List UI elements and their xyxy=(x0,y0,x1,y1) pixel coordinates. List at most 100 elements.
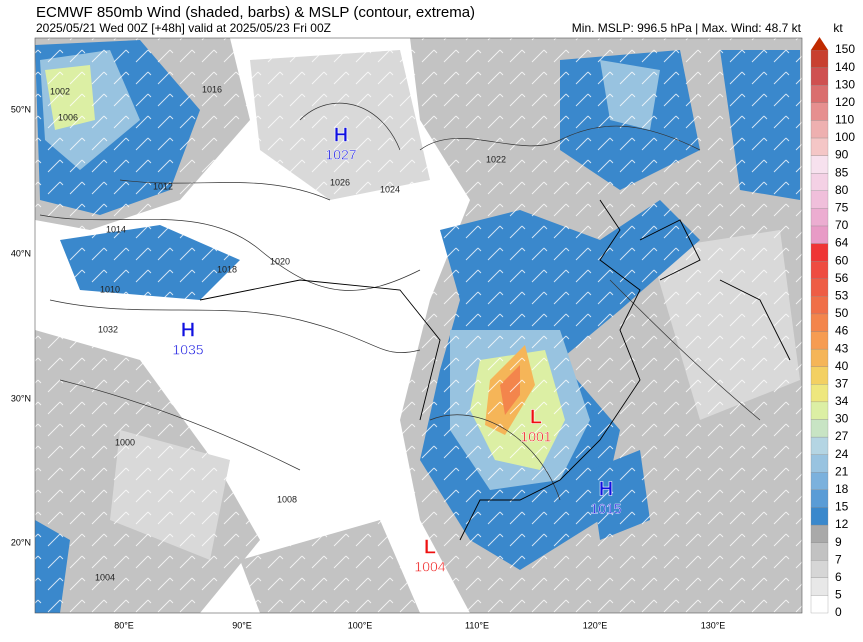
colorbar-label: 64 xyxy=(835,236,849,250)
colorbar-swatch xyxy=(810,85,829,103)
colorbar-swatch xyxy=(810,190,829,209)
colorbar-label: 46 xyxy=(835,324,849,338)
contour-label: 1004 xyxy=(95,572,115,582)
title: ECMWF 850mb Wind (shaded, barbs) & MSLP … xyxy=(36,4,475,21)
contour-label: 1012 xyxy=(153,181,173,191)
lon-label: 120°E xyxy=(583,620,608,630)
colorbar-label: 120 xyxy=(835,95,855,109)
contour-label: 1024 xyxy=(380,184,400,194)
colorbar-swatch xyxy=(810,384,829,403)
colorbar-swatch xyxy=(810,401,829,420)
lat-label: 20°N xyxy=(11,537,31,547)
colorbar-swatch xyxy=(810,278,829,297)
contour-label: 1010 xyxy=(100,284,120,294)
colorbar-swatch xyxy=(810,560,829,578)
colorbar-swatch xyxy=(810,243,829,262)
colorbar-swatch xyxy=(810,436,829,455)
colorbar-label: 6 xyxy=(835,570,842,584)
colorbar-label: 53 xyxy=(835,288,849,302)
colorbar-label: 100 xyxy=(835,130,855,144)
contour-label: 1018 xyxy=(217,264,237,274)
colorbar-swatch xyxy=(810,542,829,561)
colorbar-label: 7 xyxy=(835,552,842,566)
colorbar-label: 75 xyxy=(835,201,849,215)
extremum-letter: H xyxy=(181,319,195,341)
extremum-value: 1001 xyxy=(520,429,551,445)
colorbar-label: 80 xyxy=(835,183,849,197)
contour-label: 1002 xyxy=(50,86,70,96)
colorbar-swatch xyxy=(810,173,829,191)
colorbar-swatch xyxy=(810,577,829,596)
colorbar-label: 140 xyxy=(835,60,855,74)
colorbar-swatch xyxy=(810,313,829,332)
colorbar-swatch xyxy=(810,49,829,68)
extremum-value: 1015 xyxy=(590,501,621,517)
colorbar-swatch xyxy=(810,296,829,315)
colorbar-swatch xyxy=(810,67,829,86)
contour-label: 1026 xyxy=(330,177,350,187)
colorbar-label: 85 xyxy=(835,165,849,179)
colorbar-label: 30 xyxy=(835,412,849,426)
colorbar-label: 34 xyxy=(835,394,849,408)
colorbar-label: 110 xyxy=(835,113,854,127)
colorbar-label: 21 xyxy=(835,464,849,478)
colorbar-label: 50 xyxy=(835,306,849,320)
colorbar-label: 37 xyxy=(835,376,849,390)
lon-label: 100°E xyxy=(348,620,373,630)
colorbar-swatch xyxy=(810,454,829,473)
colorbar-label: 70 xyxy=(835,218,849,232)
colorbar-label: 18 xyxy=(835,482,849,496)
colorbar-swatch xyxy=(810,366,829,385)
overlay: 0567912151821242730343740434650535660647… xyxy=(11,21,855,630)
colorbar-extend xyxy=(811,37,828,50)
lon-label: 130°E xyxy=(701,620,726,630)
contour-label: 1020 xyxy=(270,256,290,266)
extremum-letter: L xyxy=(424,536,436,558)
colorbar-label: 24 xyxy=(835,447,849,461)
colorbar-swatch xyxy=(810,208,829,227)
lat-label: 50°N xyxy=(11,104,31,114)
colorbar-swatch xyxy=(810,348,829,367)
colorbar-label: 40 xyxy=(835,359,849,373)
colorbar-swatch xyxy=(810,120,829,139)
contour-label: 1006 xyxy=(58,112,78,122)
colorbar-label: 130 xyxy=(835,77,855,91)
colorbar-swatch xyxy=(810,595,829,614)
colorbar-label: 12 xyxy=(835,517,849,531)
extremum-value: 1027 xyxy=(325,147,356,163)
colorbar-swatch xyxy=(810,225,829,244)
colorbar-label: 15 xyxy=(835,500,849,514)
colorbar-label: 0 xyxy=(835,605,842,619)
colorbar-swatch xyxy=(810,102,829,121)
extremum-value: 1004 xyxy=(414,559,445,575)
lon-label: 90°E xyxy=(232,620,252,630)
colorbar-label: 27 xyxy=(835,429,849,443)
extremum-value: 1035 xyxy=(172,342,203,358)
colorbar-swatch xyxy=(810,260,829,279)
colorbar-label: 9 xyxy=(835,535,842,549)
extremum-letter: H xyxy=(599,478,613,500)
stats: Min. MSLP: 996.5 hPa | Max. Wind: 48.7 k… xyxy=(572,21,802,35)
colorbar-swatch xyxy=(810,472,829,490)
colorbar-label: 60 xyxy=(835,253,849,267)
colorbar-label: 150 xyxy=(835,42,855,56)
lat-label: 30°N xyxy=(11,393,31,403)
colorbar-swatch xyxy=(810,155,829,174)
contour-label: 1008 xyxy=(277,494,297,504)
colorbar-swatch xyxy=(810,507,829,526)
colorbar-swatch xyxy=(810,419,829,438)
lon-label: 110°E xyxy=(465,620,489,630)
colorbar-label: 56 xyxy=(835,271,849,285)
contour-label: 1016 xyxy=(202,84,222,94)
lon-label: 80°E xyxy=(114,620,134,630)
contour-label: 1022 xyxy=(486,154,506,164)
map-area xyxy=(35,38,802,613)
colorbar-swatch xyxy=(810,137,829,156)
colorbar-swatch xyxy=(810,331,829,350)
subtitle: 2025/05/21 Wed 00Z [+48h] valid at 2025/… xyxy=(36,21,331,35)
colorbar-label: 43 xyxy=(835,341,849,355)
lat-label: 40°N xyxy=(11,248,31,258)
contour-label: 1000 xyxy=(115,437,135,447)
colorbar-unit: kt xyxy=(833,21,843,35)
